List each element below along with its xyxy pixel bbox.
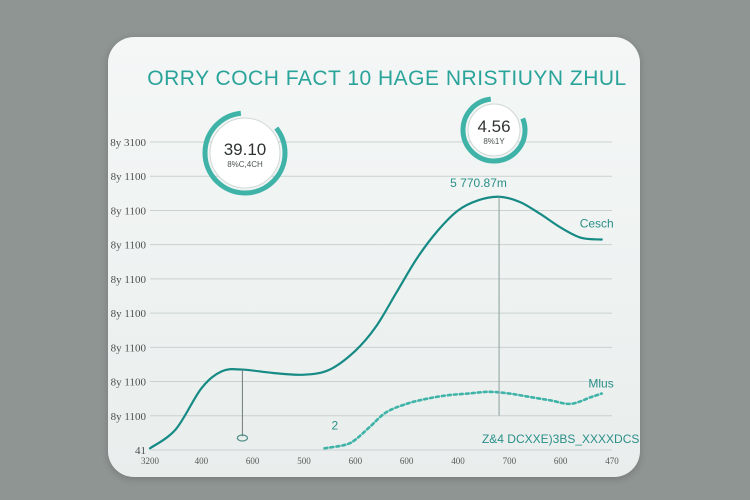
badge-face [467,103,521,157]
badge-label: 8%C,4CH [227,160,263,169]
series-label-cesch: Cesch [580,217,614,231]
y-tick-label: 8y 1100 [111,377,147,389]
gridlines [150,141,612,451]
annotation-label: 5 770.87m [450,176,507,190]
y-tick-label: 41 [135,445,146,457]
badge-value: 39.10 [224,140,267,159]
x-tick-label: 700 [503,456,517,466]
chart-title: ORRY COCH FACT 10 HAGE NRISTIUYN ZHUL [147,67,626,90]
annotations: 5 770.87m 2 Z&4 DCXXE)3BS_XXXXDCS [331,176,639,446]
y-axis-ticks: 8y 3100 8y 1100 8y 1100 8y 1100 8y 1100 8y 11… [110,137,146,457]
y-tick-label: 8y 1100 [111,171,147,183]
series-line-mlus [323,390,604,450]
x-tick-label: 400 [451,456,465,466]
series-layer: Cesch Mlus [148,195,614,450]
series-line-cesch [148,195,603,450]
x-tick-label: 500 [297,456,311,466]
x-tick-label: 600 [246,456,260,466]
x-axis-ticks: 3200 400 600 500 600 600 400 700 600 470 [141,456,619,466]
y-tick-label: 8y 1100 [111,342,147,354]
y-tick-label: 8y 1100 [111,240,147,252]
badge-ring [202,110,288,196]
annotation-label: Z&4 DCXXE)3BS_XXXXDCS [482,432,639,446]
x-tick-label: 600 [349,456,363,466]
y-tick-label: 8y 1100 [111,308,147,320]
badges: 39.108%C,4CH 4.568%1Y [202,96,528,196]
dip-marker-icon [236,434,248,442]
x-tick-label: 400 [195,456,209,466]
badge-value: 4.56 [477,117,510,136]
x-tick-label: 600 [554,456,568,466]
x-tick-label: 600 [400,456,414,466]
badge-face [209,117,281,189]
chart-card [108,37,640,477]
y-tick-label: 8y 1100 [111,274,147,286]
value-badge: 4.568%1Y [460,96,528,164]
series-label-mlus: Mlus [588,377,613,391]
badge-ring [460,96,528,164]
annotation-label: 2 [331,418,338,432]
badge-label: 8%1Y [483,137,505,146]
x-tick-label: 3200 [141,456,160,466]
x-tick-label: 470 [605,456,619,466]
y-tick-label: 8y 1100 [111,411,147,423]
y-tick-label: 8y 1100 [111,205,147,217]
value-badge: 39.108%C,4CH [202,110,288,196]
y-tick-label: 8y 3100 [110,137,146,149]
